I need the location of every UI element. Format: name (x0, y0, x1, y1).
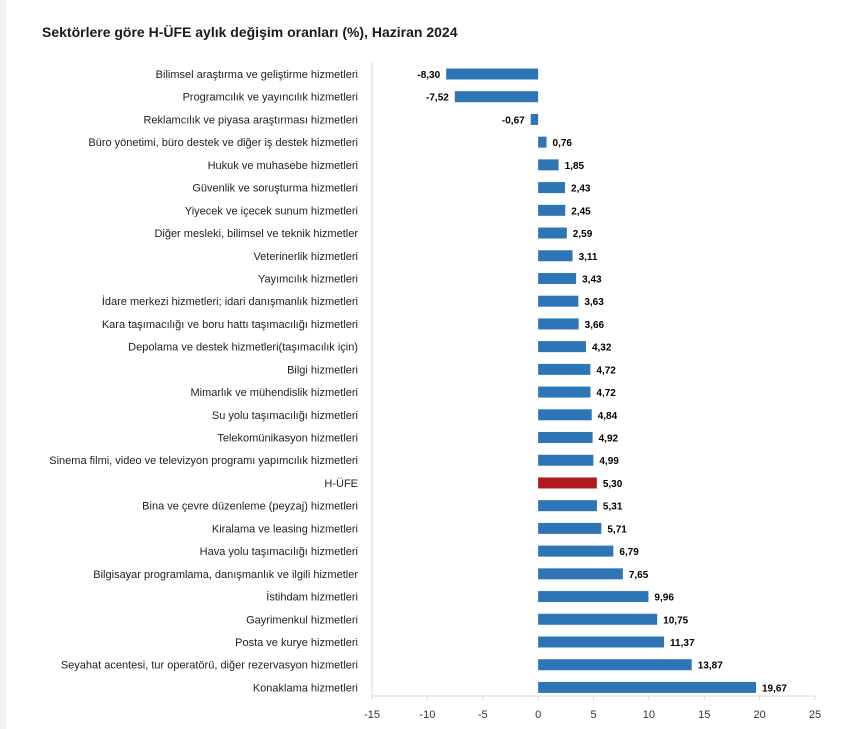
data-label: 5,71 (607, 524, 627, 535)
data-label: 4,92 (599, 434, 619, 445)
category-label: Büro yönetimi, büro destek ve diğer iş d… (88, 137, 358, 149)
bar (538, 545, 614, 557)
data-label: 3,43 (582, 274, 602, 285)
category-label: İdare merkezi hizmetleri; idari danışman… (102, 295, 358, 308)
category-label: Güvenlik ve soruşturma hizmetleri (192, 183, 358, 195)
bar (538, 522, 602, 534)
bar (538, 295, 579, 307)
x-tick-label: 15 (698, 709, 710, 721)
data-label: 5,30 (603, 479, 623, 490)
category-label: Hukuk ve muhasebe hizmetleri (208, 160, 358, 172)
bar (530, 113, 539, 125)
data-label: 4,32 (592, 343, 612, 354)
category-label: Bilimsel araştırma ve geliştirme hizmetl… (156, 69, 358, 81)
category-label: Depolama ve destek hizmetleri(taşımacılı… (128, 342, 358, 354)
data-label: -7,52 (426, 93, 449, 104)
data-label: 3,11 (579, 252, 598, 263)
category-label: Reklamcılık ve piyasa araştırması hizmet… (143, 114, 358, 126)
data-label: 10,75 (663, 615, 688, 626)
data-label: -0,67 (502, 115, 525, 126)
category-label: Seyahat acentesi, tur operatörü, diğer r… (61, 660, 358, 672)
bar (538, 227, 567, 239)
data-label: 3,66 (585, 320, 605, 331)
x-tick-label: 20 (754, 709, 766, 721)
category-label: Yayımcılık hizmetleri (258, 273, 358, 285)
bar (538, 409, 592, 421)
bar (538, 454, 594, 466)
category-label: Yiyecek ve içecek sunum hizmetleri (185, 205, 358, 217)
bar (538, 432, 593, 444)
x-tick-label: -10 (419, 709, 435, 721)
category-label: Gayrimenkul hizmetleri (246, 614, 358, 626)
category-label: Mimarlık ve mühendislik hizmetleri (191, 387, 359, 399)
bar (538, 250, 573, 262)
bar (538, 500, 597, 512)
bar (538, 363, 591, 375)
bar (538, 136, 547, 148)
data-label: 2,43 (571, 184, 591, 195)
bar (454, 91, 539, 103)
data-label: 9,96 (654, 593, 674, 604)
data-label: 3,63 (584, 297, 604, 308)
category-label: Telekomünikasyon hizmetleri (217, 433, 358, 445)
category-label: Konaklama hizmetleri (253, 682, 358, 694)
chart-title: Sektörlere göre H-ÜFE aylık değişim oran… (42, 24, 458, 40)
data-label: 4,72 (596, 388, 616, 399)
data-label: 4,72 (596, 365, 616, 376)
category-label: Kiralama ve leasing hizmetleri (212, 523, 358, 535)
category-label: Bilgisayar programlama, danışmanlık ve i… (93, 569, 358, 581)
data-label: 1,85 (565, 161, 585, 172)
bar (538, 204, 566, 216)
bar (538, 613, 658, 625)
bar (538, 636, 665, 648)
data-label: 4,84 (598, 411, 618, 422)
category-label: İstihdam hizmetleri (266, 591, 358, 604)
x-tick-label: 25 (809, 709, 821, 721)
bar (538, 591, 649, 603)
data-label: 0,76 (553, 138, 573, 149)
bar (538, 159, 559, 171)
bar (538, 681, 756, 693)
bar-highlight (538, 477, 597, 489)
data-label: 6,79 (619, 547, 639, 558)
x-tick-label: 0 (535, 709, 541, 721)
data-label: 4,99 (599, 456, 619, 467)
data-label: 7,65 (629, 570, 649, 581)
category-label: Programcılık ve yayıncılık hizmetleri (183, 92, 358, 104)
x-tick-label: -15 (364, 709, 380, 721)
category-label: Diğer mesleki, bilimsel ve teknik hizmet… (154, 228, 358, 240)
category-label: Bina ve çevre düzenleme (peyzaj) hizmetl… (142, 501, 358, 513)
x-tick-label: 10 (643, 709, 655, 721)
bar (538, 568, 623, 580)
category-label: Kara taşımacılığı ve boru hattı taşımacı… (102, 319, 358, 331)
category-label: Sinema filmi, video ve televizyon progra… (49, 455, 358, 467)
data-label: -8,30 (417, 70, 440, 81)
category-label: Su yolu taşımacılığı hizmetleri (212, 410, 358, 422)
category-label: Veterinerlik hizmetleri (253, 251, 358, 263)
data-label: 5,31 (603, 502, 623, 513)
x-tick-label: -5 (478, 709, 488, 721)
bar (538, 182, 566, 194)
data-label: 2,59 (573, 229, 593, 240)
category-label: Bilgi hizmetleri (287, 364, 358, 376)
data-label: 11,37 (670, 638, 695, 649)
bar (538, 659, 692, 671)
data-label: 13,87 (698, 661, 723, 672)
bar (538, 341, 586, 353)
data-label: 19,67 (762, 683, 787, 694)
bar (446, 68, 539, 80)
bar (538, 318, 579, 330)
category-label: Posta ve kurye hizmetleri (235, 637, 358, 649)
data-label: 2,45 (571, 206, 591, 217)
bar (538, 386, 591, 398)
category-label: H-ÜFE (324, 478, 358, 490)
bar (538, 272, 577, 284)
x-tick-label: 5 (590, 709, 596, 721)
category-label: Hava yolu taşımacılığı hizmetleri (200, 546, 358, 558)
